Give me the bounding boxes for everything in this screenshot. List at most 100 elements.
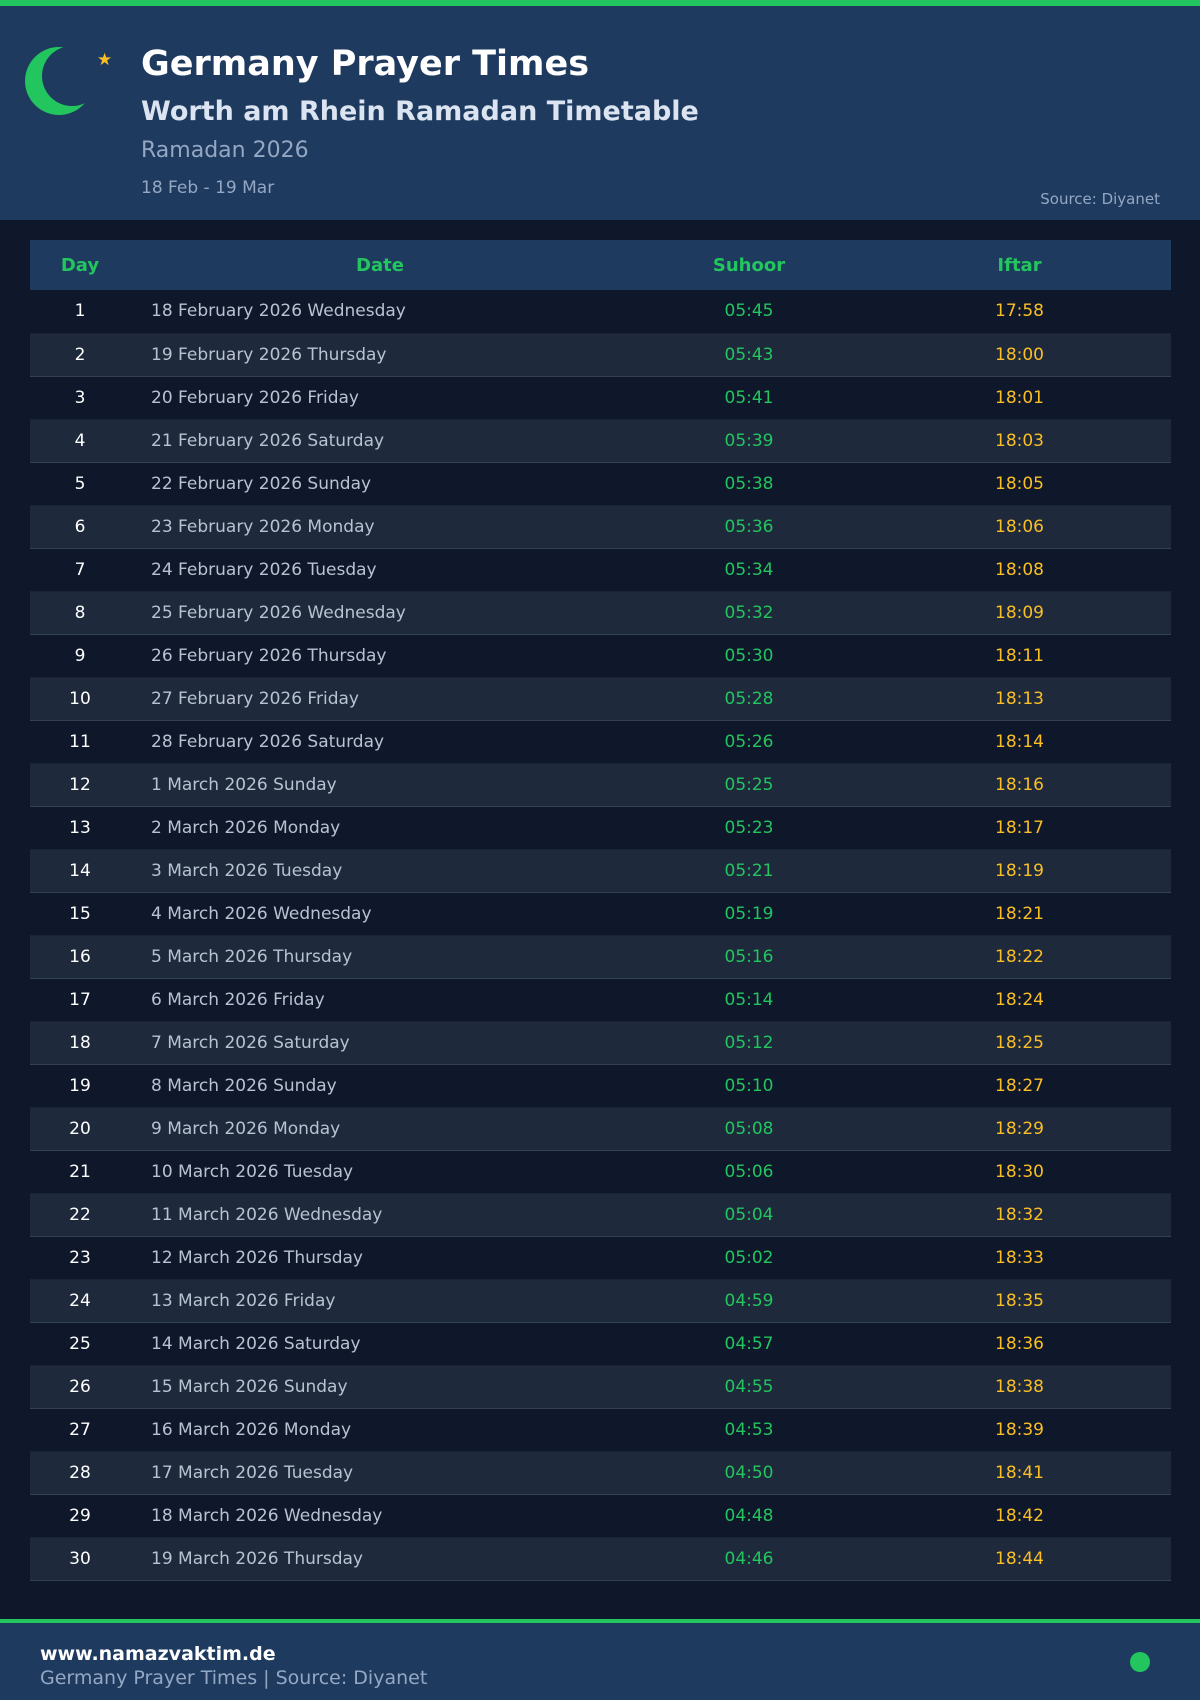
cell-iftar: 18:22 <box>868 935 1171 979</box>
table-row: 11 28 February 2026 Saturday 05:26 18:14 <box>30 720 1171 764</box>
cell-suhoor: 05:19 <box>630 892 868 936</box>
cell-suhoor: 05:23 <box>630 806 868 850</box>
cell-date: 14 March 2026 Saturday <box>130 1322 630 1366</box>
cell-suhoor: 05:38 <box>630 462 868 506</box>
table-row: 28 17 March 2026 Tuesday 04:50 18:41 <box>30 1451 1171 1495</box>
timetable: Day Date Suhoor Iftar 1 18 February 2026 … <box>30 240 1171 1581</box>
cell-date: 1 March 2026 Sunday <box>130 763 630 807</box>
table-row: 27 16 March 2026 Monday 04:53 18:39 <box>30 1408 1171 1452</box>
table-row: 13 2 March 2026 Monday 05:23 18:17 <box>30 806 1171 850</box>
cell-day: 17 <box>30 978 130 1022</box>
cell-iftar: 18:38 <box>868 1365 1171 1409</box>
cell-day: 1 <box>30 290 130 334</box>
cell-day: 21 <box>30 1150 130 1194</box>
cell-day: 16 <box>30 935 130 979</box>
table-row: 14 3 March 2026 Tuesday 05:21 18:19 <box>30 849 1171 893</box>
table-row: 21 10 March 2026 Tuesday 05:06 18:30 <box>30 1150 1171 1194</box>
cell-date: 19 February 2026 Thursday <box>130 333 630 377</box>
table-row: 1 18 February 2026 Wednesday 05:45 17:58 <box>30 290 1171 334</box>
table-row: 15 4 March 2026 Wednesday 05:19 18:21 <box>30 892 1171 936</box>
cell-date: 24 February 2026 Tuesday <box>130 548 630 592</box>
cell-suhoor: 04:48 <box>630 1494 868 1538</box>
cell-date: 22 February 2026 Sunday <box>130 462 630 506</box>
table-row: 3 20 February 2026 Friday 05:41 18:01 <box>30 376 1171 420</box>
cell-date: 26 February 2026 Thursday <box>130 634 630 678</box>
column-header-suhoor: Suhoor <box>630 240 868 290</box>
cell-iftar: 18:42 <box>868 1494 1171 1538</box>
table-header-row: Day Date Suhoor Iftar <box>30 240 1171 290</box>
table-row: 26 15 March 2026 Sunday 04:55 18:38 <box>30 1365 1171 1409</box>
cell-day: 25 <box>30 1322 130 1366</box>
cell-suhoor: 04:50 <box>630 1451 868 1495</box>
cell-day: 24 <box>30 1279 130 1323</box>
cell-day: 7 <box>30 548 130 592</box>
cell-iftar: 18:09 <box>868 591 1171 635</box>
cell-day: 11 <box>30 720 130 764</box>
cell-iftar: 18:30 <box>868 1150 1171 1194</box>
column-header-day: Day <box>30 240 130 290</box>
cell-date: 17 March 2026 Tuesday <box>130 1451 630 1495</box>
table-row: 18 7 March 2026 Saturday 05:12 18:25 <box>30 1021 1171 1065</box>
cell-suhoor: 04:57 <box>630 1322 868 1366</box>
cell-iftar: 18:19 <box>868 849 1171 893</box>
cell-suhoor: 05:25 <box>630 763 868 807</box>
footer-site-link[interactable]: www.namazvaktim.de <box>40 1643 276 1665</box>
table-row: 12 1 March 2026 Sunday 05:25 18:16 <box>30 763 1171 807</box>
cell-date: 19 March 2026 Thursday <box>130 1537 630 1581</box>
cell-day: 23 <box>30 1236 130 1280</box>
cell-date: 11 March 2026 Wednesday <box>130 1193 630 1237</box>
page-footer: www.namazvaktim.de Germany Prayer Times … <box>0 1619 1200 1700</box>
page-header: ★ Germany Prayer Times Worth am Rhein Ra… <box>0 6 1200 220</box>
cell-date: 2 March 2026 Monday <box>130 806 630 850</box>
table-row: 22 11 March 2026 Wednesday 05:04 18:32 <box>30 1193 1171 1237</box>
cell-suhoor: 05:34 <box>630 548 868 592</box>
cell-iftar: 18:16 <box>868 763 1171 807</box>
date-range: 18 Feb - 19 Mar <box>141 178 275 198</box>
table-row: 23 12 March 2026 Thursday 05:02 18:33 <box>30 1236 1171 1280</box>
cell-day: 12 <box>30 763 130 807</box>
table-row: 24 13 March 2026 Friday 04:59 18:35 <box>30 1279 1171 1323</box>
cell-day: 6 <box>30 505 130 549</box>
table-row: 10 27 February 2026 Friday 05:28 18:13 <box>30 677 1171 721</box>
cell-iftar: 18:35 <box>868 1279 1171 1323</box>
cell-day: 28 <box>30 1451 130 1495</box>
cell-suhoor: 05:43 <box>630 333 868 377</box>
cell-day: 9 <box>30 634 130 678</box>
cell-date: 3 March 2026 Tuesday <box>130 849 630 893</box>
cell-date: 18 February 2026 Wednesday <box>130 290 630 334</box>
cell-iftar: 18:21 <box>868 892 1171 936</box>
cell-suhoor: 05:06 <box>630 1150 868 1194</box>
cell-suhoor: 04:55 <box>630 1365 868 1409</box>
table-row: 7 24 February 2026 Tuesday 05:34 18:08 <box>30 548 1171 592</box>
cell-iftar: 18:29 <box>868 1107 1171 1151</box>
cell-suhoor: 05:16 <box>630 935 868 979</box>
cell-iftar: 18:14 <box>868 720 1171 764</box>
table-row: 6 23 February 2026 Monday 05:36 18:06 <box>30 505 1171 549</box>
page-subtitle: Worth am Rhein Ramadan Timetable <box>141 96 699 127</box>
cell-iftar: 17:58 <box>868 290 1171 334</box>
cell-suhoor: 05:45 <box>630 290 868 334</box>
cell-suhoor: 04:53 <box>630 1408 868 1452</box>
cell-day: 18 <box>30 1021 130 1065</box>
cell-date: 8 March 2026 Sunday <box>130 1064 630 1108</box>
cell-date: 10 March 2026 Tuesday <box>130 1150 630 1194</box>
table-row: 17 6 March 2026 Friday 05:14 18:24 <box>30 978 1171 1022</box>
table-row: 9 26 February 2026 Thursday 05:30 18:11 <box>30 634 1171 678</box>
cell-iftar: 18:08 <box>868 548 1171 592</box>
cell-date: 21 February 2026 Saturday <box>130 419 630 463</box>
cell-iftar: 18:33 <box>868 1236 1171 1280</box>
table-row: 25 14 March 2026 Saturday 04:57 18:36 <box>30 1322 1171 1366</box>
cell-iftar: 18:17 <box>868 806 1171 850</box>
cell-day: 14 <box>30 849 130 893</box>
cell-iftar: 18:41 <box>868 1451 1171 1495</box>
cell-iftar: 18:00 <box>868 333 1171 377</box>
footer-text: Germany Prayer Times | Source: Diyanet <box>40 1667 428 1689</box>
cell-date: 7 March 2026 Saturday <box>130 1021 630 1065</box>
cell-suhoor: 05:08 <box>630 1107 868 1151</box>
column-header-iftar: Iftar <box>868 240 1171 290</box>
cell-iftar: 18:44 <box>868 1537 1171 1581</box>
cell-iftar: 18:05 <box>868 462 1171 506</box>
crescent-moon-icon <box>25 47 93 115</box>
cell-day: 20 <box>30 1107 130 1151</box>
cell-iftar: 18:27 <box>868 1064 1171 1108</box>
